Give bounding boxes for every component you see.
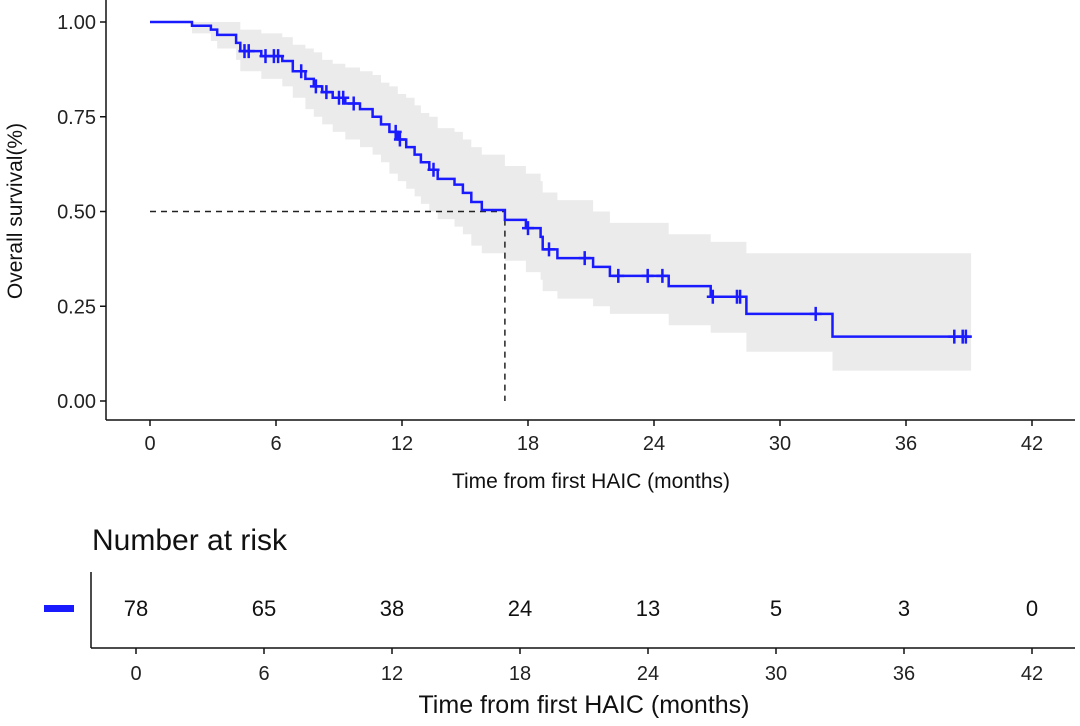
median-lines bbox=[150, 210, 506, 401]
risk-x-tick-label: 6 bbox=[258, 663, 269, 685]
censor-mark bbox=[578, 251, 591, 266]
censor-mark bbox=[393, 132, 406, 147]
censor-mark bbox=[309, 79, 322, 94]
risk-legend-key bbox=[44, 605, 74, 612]
x-tick-label: 30 bbox=[769, 433, 791, 455]
risk-count: 0 bbox=[1026, 596, 1038, 621]
risk-x-tick-label: 24 bbox=[637, 663, 659, 685]
censor-mark bbox=[959, 329, 972, 344]
risk-table-title: Number at risk bbox=[92, 524, 288, 557]
censor-mark bbox=[389, 124, 402, 139]
censor-mark bbox=[320, 85, 333, 100]
x-tick-label: 6 bbox=[270, 433, 281, 455]
censor-mark bbox=[427, 162, 440, 177]
risk-count: 38 bbox=[380, 596, 404, 621]
censor-mark bbox=[295, 64, 308, 79]
censor-mark bbox=[242, 44, 255, 59]
risk-count: 65 bbox=[252, 596, 276, 621]
censor-mark bbox=[337, 90, 350, 105]
ci-band bbox=[150, 22, 972, 371]
risk-x-ticks: 0 6 12 18 24 30 36 42 bbox=[130, 648, 1043, 685]
risk-counts: 78 65 38 24 13 5 3 0 bbox=[124, 596, 1038, 621]
risk-x-tick-label: 36 bbox=[893, 663, 915, 685]
y-tick-label: 1.00 bbox=[57, 12, 96, 34]
risk-x-tick-label: 12 bbox=[381, 663, 403, 685]
y-axis-label: Overall survival(%) bbox=[4, 123, 27, 299]
x-axis-label: Time from first HAIC (months) bbox=[452, 470, 730, 493]
risk-count: 78 bbox=[124, 596, 148, 621]
risk-count: 3 bbox=[898, 596, 910, 621]
censor-mark bbox=[272, 49, 285, 64]
x-tick-label: 42 bbox=[1021, 433, 1043, 455]
censor-mark bbox=[522, 221, 534, 236]
median-line bbox=[150, 210, 506, 401]
x-tick-label: 24 bbox=[643, 433, 665, 455]
x-tick-label: 36 bbox=[895, 433, 917, 455]
x-tick-label: 12 bbox=[391, 433, 413, 455]
risk-x-axis-label: Time from first HAIC (months) bbox=[418, 691, 749, 719]
risk-x-tick-label: 30 bbox=[765, 663, 787, 685]
risk-count: 24 bbox=[508, 596, 532, 621]
censor-mark bbox=[612, 268, 625, 283]
risk-count: 5 bbox=[770, 596, 782, 621]
censor-mark bbox=[706, 289, 719, 304]
censor-mark bbox=[347, 96, 360, 111]
censor-mark bbox=[543, 242, 555, 257]
censor-marks bbox=[238, 44, 972, 344]
x-tick-label: 18 bbox=[517, 433, 539, 455]
risk-x-tick-label: 18 bbox=[509, 663, 531, 685]
x-tick-label: 0 bbox=[144, 433, 155, 455]
y-tick-label: 0.75 bbox=[57, 107, 96, 129]
censor-mark bbox=[656, 268, 669, 283]
risk-x-tick-label: 0 bbox=[130, 663, 141, 685]
y-tick-label: 0.50 bbox=[57, 202, 96, 224]
risk-x-tick-label: 42 bbox=[1021, 663, 1043, 685]
risk-count: 13 bbox=[636, 596, 660, 621]
y-tick-label: 0.25 bbox=[57, 296, 96, 318]
censor-mark bbox=[641, 268, 654, 283]
y-tick-label: 0.00 bbox=[57, 391, 96, 413]
censor-mark bbox=[734, 289, 747, 304]
x-ticks: 0 6 12 18 24 30 36 42 bbox=[144, 420, 1043, 455]
y-ticks: 0.00 0.25 0.50 0.75 1.00 bbox=[57, 12, 106, 413]
censor-mark bbox=[809, 306, 822, 321]
confidence-band bbox=[150, 22, 972, 371]
